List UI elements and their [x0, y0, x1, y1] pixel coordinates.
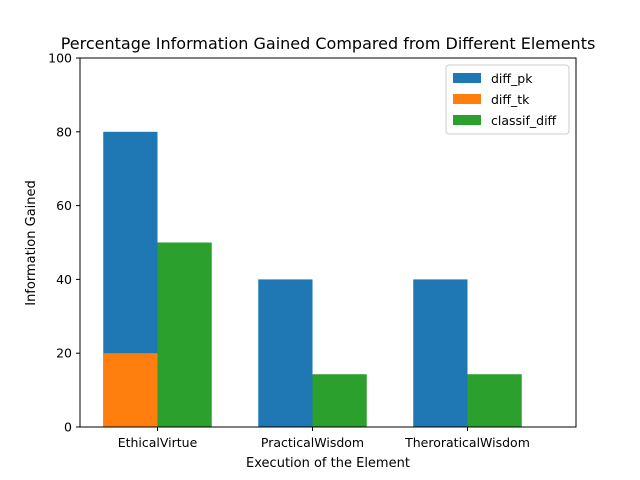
y-tick-label-4: 80: [56, 124, 72, 139]
legend-label-diff-pk: diff_pk: [491, 71, 533, 86]
y-axis-label: Information Gained: [24, 180, 39, 306]
y-tick-label-1: 20: [56, 346, 72, 361]
legend-label-diff-tk: diff_tk: [491, 92, 530, 107]
x-axis-label: Execution of the Element: [246, 456, 410, 471]
y-tick-label-0: 0: [64, 420, 72, 435]
legend-swatch-diff-pk: [453, 73, 481, 83]
chart-title: Percentage Information Gained Compared f…: [61, 34, 596, 53]
x-tick-label-2: TheroraticalWisdom: [404, 435, 530, 450]
bar-diff-tk-0: [103, 353, 158, 427]
bar-classif-diff-2: [467, 374, 522, 427]
y-tick-label-3: 60: [56, 198, 72, 213]
x-tick-label-0: EthicalVirtue: [118, 435, 198, 450]
bar-diff-pk-2: [413, 279, 468, 427]
bar-diff-pk-1: [258, 279, 313, 427]
bar-classif-diff-0: [157, 242, 212, 427]
legend-swatch-classif-diff: [453, 115, 481, 125]
y-tick-label-5: 100: [48, 51, 72, 66]
x-tick-label-1: PracticalWisdom: [261, 435, 364, 450]
y-axis: 0 20 40 60 80 100: [48, 51, 80, 435]
plot-area: [103, 131, 522, 428]
bar-classif-diff-1: [312, 374, 367, 427]
y-tick-label-2: 40: [56, 272, 72, 287]
plot-frame: [79, 57, 577, 428]
legend-swatch-diff-tk: [453, 94, 481, 104]
legend-label-classif-diff: classif_diff: [491, 113, 557, 128]
x-axis: EthicalVirtue PracticalWisdom Theroratical…: [118, 427, 530, 450]
legend: diff_pk diff_tk classif_diff: [445, 64, 570, 135]
